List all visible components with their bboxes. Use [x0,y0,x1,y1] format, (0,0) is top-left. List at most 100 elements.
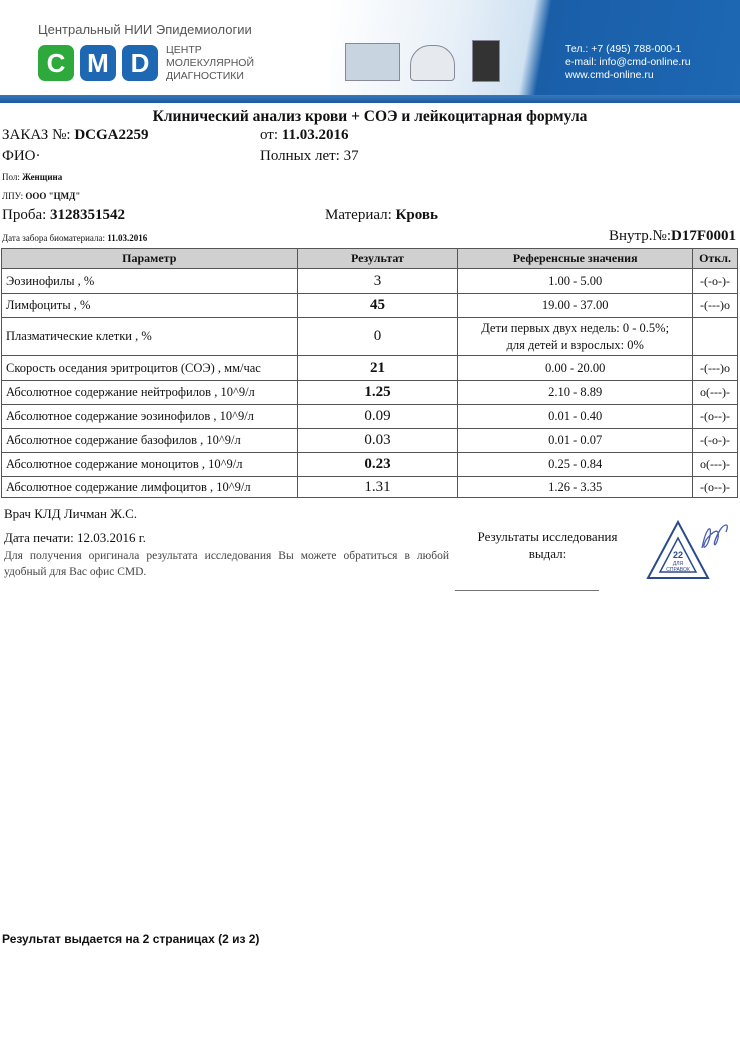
reference-cell: 1.26 - 3.35 [457,476,693,498]
issued-by: Результаты исследования выдал: [455,528,640,562]
order-number: ЗАКАЗ №: DCGA2259 [2,127,148,144]
email: e-mail: info@cmd-online.ru [565,56,691,68]
issued-by-line: Результаты исследования [477,529,618,544]
table-row: Плазматические клетки , % 0 Дети первых … [1,317,738,356]
original-note: Для получения оригинала результата иссле… [4,550,449,578]
stamp-text: СПРАВОК [666,567,690,573]
reference-value: 0.25 - 0.84 [548,457,603,471]
stamp-text: ДЛЯ [673,561,684,567]
order-date-value: 11.03.2016 [281,127,349,143]
lab-device-image [345,43,400,81]
print-date: Дата печати: 12.03.2016 г. [4,530,146,545]
lpu: ЛПУ: ООО "ЦМД" [2,191,80,201]
column-header-reference: Референсные значения [457,248,693,269]
material-value: Кровь [395,207,438,223]
deviation-cell: о(---)- [692,380,738,405]
stamp-text: 22 [673,550,683,560]
internal-number-label: Внутр.№: [609,228,671,244]
result-cell: 3 [296,268,459,294]
reference-value: Дети первых двух недель: 0 - 0.5%; [481,320,670,335]
reference-value: 0.00 - 20.00 [544,360,606,375]
deviation-cell: о(---)- [692,452,738,477]
parameter-cell: Абсолютное содержание эозинофилов , 10^9… [1,404,298,429]
table-row: Лимфоциты , % 45 19.00 - 37.00 -(---)о [1,293,738,318]
parameter-cell: Скорость оседания эритроцитов (СОЭ) , мм… [1,355,298,381]
deviation-cell: -(---)о [692,293,738,318]
lpu-value: ООО "ЦМД" [25,191,81,201]
reference-cell: Дети первых двух недель: 0 - 0.5%; для де… [457,317,693,356]
table-row: Абсолютное содержание нейтрофилов , 10^9… [1,380,738,405]
contacts: Тел.: +7 (495) 788-000-1 e-mail: info@cm… [565,43,691,82]
material-label: Материал: [325,207,392,223]
reference-value: 0.01 - 0.07 [548,433,603,447]
logo-letter-c: C [38,45,74,81]
internal-number-value: D17F0001 [671,228,736,244]
signature-line: ________________________ [455,578,599,592]
column-header-result: Результат [296,248,459,269]
order-value: DCGA2259 [74,127,149,143]
parameter-cell: Абсолютное содержание лимфоцитов , 10^9/… [1,476,298,498]
parameter-cell: Лимфоциты , % [1,293,298,318]
reference-value: 1.26 - 3.35 [548,479,603,494]
deviation-cell: -(-о-)- [692,268,738,294]
center-name: ЦЕНТР МОЛЕКУЛЯРНОЙ ДИАГНОСТИКИ [166,44,254,83]
sample-label: Проба: [2,207,47,223]
issued-by-line: выдал: [528,546,567,561]
collection-date-label: Дата забора биоматериала: [2,233,105,243]
patient-sex: Пол: Женщина [2,172,62,182]
age-value: 37 [343,148,359,164]
sex-label: Пол: [2,172,20,182]
table-header-row: Параметр Результат Референсные значения … [1,248,738,269]
reference-cell: 0.01 - 0.40 [457,404,693,429]
reference-value: 1.00 - 5.00 [548,273,603,288]
center-name-line: МОЛЕКУЛЯРНОЙ [166,57,255,69]
deviation-cell: -(о--)- [692,404,738,429]
sample-value: 3128351542 [50,207,126,223]
sex-value: Женщина [22,172,63,182]
column-header-parameter: Параметр [1,248,298,269]
logo-letter-d: D [122,45,158,81]
patient-name: ФИО· [2,148,41,164]
stamp-icon: 22 ДЛЯ СПРАВОК [646,519,728,579]
result-cell: 1.31 [296,476,459,498]
age-label: Полных лет: [260,148,340,164]
result-cell: 0.09 [296,404,459,429]
reference-value: 2.10 - 8.89 [548,385,603,399]
reference-cell: 0.25 - 0.84 [457,452,693,477]
table-row: Эозинофилы , % 3 1.00 - 5.00 -(-о-)- [1,268,738,294]
deviation-cell [692,317,738,356]
table-row: Абсолютное содержание эозинофилов , 10^9… [1,404,738,429]
internal-number: Внутр.№:D17F0001 [609,228,736,245]
result-cell: 45 [296,293,459,318]
result-cell: 21 [296,355,459,381]
center-name-line: ДИАГНОСТИКИ [166,70,244,82]
deviation-cell: -(---)о [692,355,738,381]
banner-stripe [0,95,740,103]
collection-date: Дата забора биоматериала: 11.03.2016 [2,233,147,243]
parameter-cell: Абсолютное содержание базофилов , 10^9/л [1,428,298,453]
website: www.cmd-online.ru [565,69,654,81]
result-cell: 0.23 [296,452,459,477]
sample-number: Проба: 3128351542 [2,207,125,224]
logo-letter-m: M [80,45,116,81]
table-row: Абсолютное содержание моноцитов , 10^9/л… [1,452,738,477]
signature-icon [701,524,728,549]
column-header-deviation: Откл. [692,248,738,269]
table-row: Абсолютное содержание лимфоцитов , 10^9/… [1,476,738,498]
page-count: Результат выдается на 2 страницах (2 из … [2,932,260,946]
reference-cell: 0.00 - 20.00 [457,355,693,381]
lab-device-image [410,45,455,81]
reference-cell: 2.10 - 8.89 [457,380,693,405]
lpu-label: ЛПУ: [2,191,24,201]
phone: Тел.: +7 (495) 788-000-1 [565,43,682,55]
reference-value: для детей и взрослых: 0% [506,337,644,352]
parameter-cell: Абсолютное содержание нейтрофилов , 10^9… [1,380,298,405]
collection-date-value: 11.03.2016 [107,233,148,243]
order-label: ЗАКАЗ №: [2,127,71,143]
result-cell: 0.03 [296,428,459,453]
reference-value: 0.01 - 0.40 [548,409,603,423]
reference-cell: 19.00 - 37.00 [457,293,693,318]
material: Материал: Кровь [325,207,438,224]
order-date-label: от: [260,127,279,143]
order-date: от: 11.03.2016 [260,127,348,144]
